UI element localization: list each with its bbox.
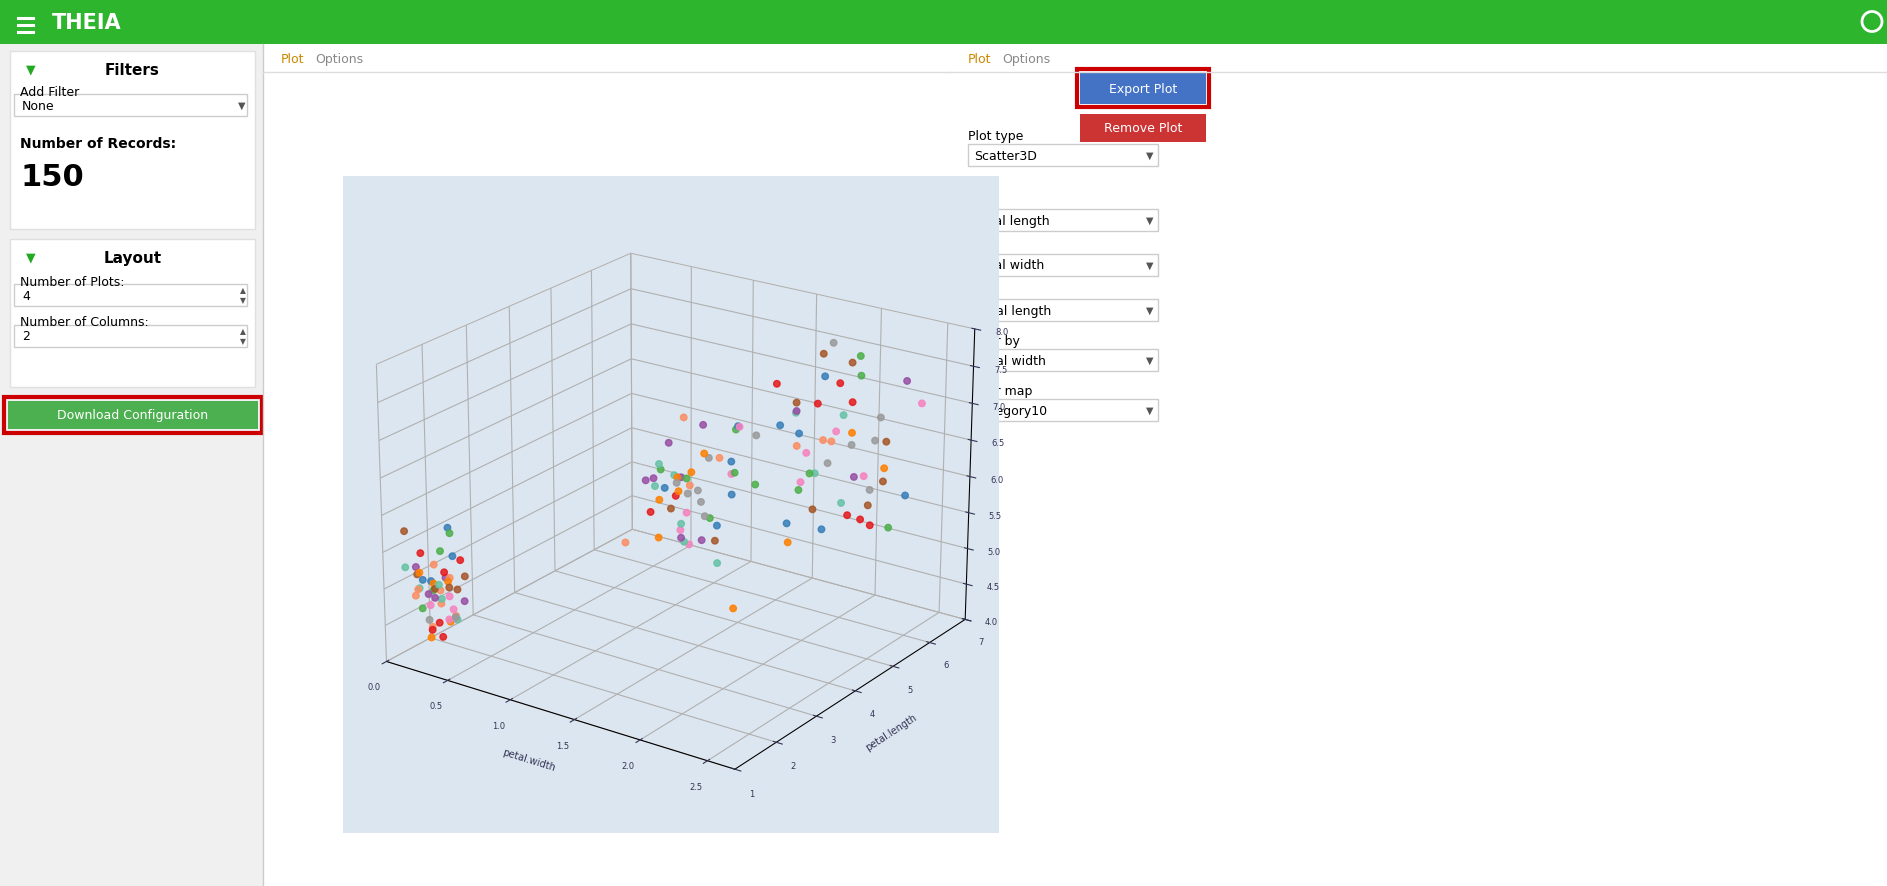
Bar — [968, 400, 1159, 422]
Text: Options: Options — [1002, 52, 1051, 66]
Text: petal length: petal length — [974, 214, 1049, 227]
Bar — [13, 95, 247, 117]
Text: Y: Y — [968, 240, 976, 253]
Text: Plot: Plot — [968, 52, 991, 66]
Text: Layout: Layout — [104, 250, 162, 265]
Bar — [1079, 115, 1206, 143]
Text: Plot type: Plot type — [968, 130, 1023, 143]
Bar — [1077, 70, 1210, 108]
Text: Number of Columns:: Number of Columns: — [21, 315, 149, 328]
Text: Filters: Filters — [106, 62, 160, 77]
Text: Z: Z — [968, 284, 976, 298]
Text: Color map: Color map — [968, 385, 1032, 398]
Bar — [0, 0, 1887, 45]
Text: ▼: ▼ — [1145, 355, 1153, 366]
Bar — [8, 401, 259, 430]
Text: sepal length: sepal length — [974, 304, 1051, 317]
X-axis label: petal.width: petal.width — [502, 747, 557, 773]
Bar — [968, 210, 1159, 232]
Text: None: None — [23, 99, 55, 113]
Bar — [262, 45, 949, 886]
Text: Number of Plots:: Number of Plots: — [21, 276, 125, 288]
Text: petal width: petal width — [974, 260, 1044, 272]
Bar — [0, 45, 262, 886]
Text: 2: 2 — [23, 330, 30, 343]
Bar — [968, 144, 1159, 167]
Text: Category10: Category10 — [974, 404, 1047, 417]
Bar — [13, 326, 247, 347]
Text: X: X — [968, 195, 977, 207]
Text: Options: Options — [315, 52, 362, 66]
Bar — [1079, 73, 1206, 105]
Bar — [4, 398, 262, 433]
Text: ▼: ▼ — [1145, 406, 1153, 416]
Bar — [9, 52, 255, 229]
Text: ▼: ▼ — [1145, 151, 1153, 161]
Text: ▼: ▼ — [1145, 306, 1153, 315]
Text: 4: 4 — [23, 289, 30, 302]
Text: ▲: ▲ — [240, 286, 245, 295]
Text: Color by: Color by — [968, 335, 1019, 347]
Bar — [949, 45, 1887, 886]
Text: Number of Records:: Number of Records: — [21, 136, 175, 151]
Text: Scatter3D: Scatter3D — [974, 150, 1036, 162]
Text: ▼: ▼ — [1145, 260, 1153, 271]
Y-axis label: petal.length: petal.length — [864, 711, 919, 751]
Text: ▼: ▼ — [238, 101, 245, 111]
Text: ▼: ▼ — [240, 337, 245, 346]
Text: THEIA: THEIA — [53, 12, 121, 33]
Text: ▼: ▼ — [240, 296, 245, 305]
Bar — [13, 284, 247, 307]
Text: Download Configuration: Download Configuration — [57, 409, 209, 422]
Text: Plot: Plot — [281, 52, 304, 66]
Text: ▼: ▼ — [26, 252, 36, 264]
Text: Export Plot: Export Plot — [1110, 82, 1177, 96]
Text: Remove Plot: Remove Plot — [1104, 122, 1181, 136]
Text: 150: 150 — [21, 162, 83, 191]
Text: ▼: ▼ — [1145, 216, 1153, 226]
Bar — [968, 299, 1159, 322]
Bar — [9, 240, 255, 387]
Text: Add Filter: Add Filter — [21, 85, 79, 98]
Text: sepal width: sepal width — [974, 354, 1045, 367]
Text: ▲: ▲ — [240, 327, 245, 336]
Text: ▼: ▼ — [26, 64, 36, 76]
Bar — [968, 350, 1159, 371]
Bar — [968, 254, 1159, 276]
